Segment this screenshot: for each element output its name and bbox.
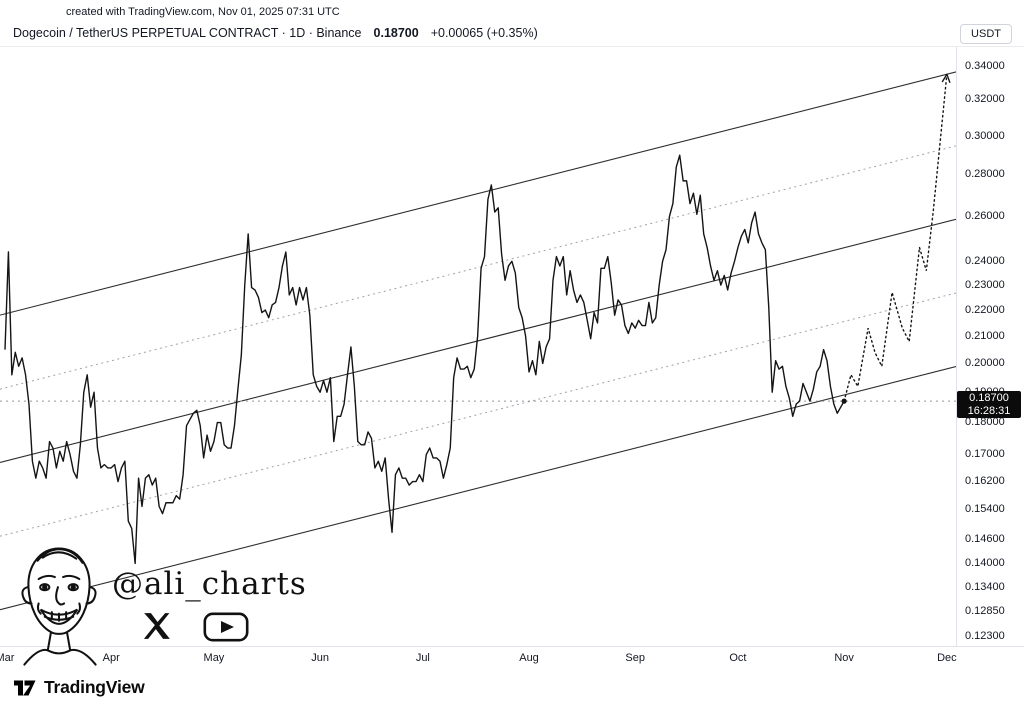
- time-axis-label: Sep: [625, 652, 645, 664]
- badge-countdown: 16:28:31: [967, 404, 1011, 417]
- last-price-badge: 0.18700 16:28:31: [957, 391, 1021, 419]
- price-axis-label: 0.14000: [965, 556, 1005, 569]
- watermark-handle: @ali_charts: [112, 566, 307, 602]
- time-axis-label: Dec: [937, 652, 957, 664]
- price-axis-label: 0.22000: [965, 303, 1005, 316]
- price-axis-label: 0.24000: [965, 254, 1005, 267]
- price-axis-label: 0.34000: [965, 59, 1005, 72]
- price-axis-label: 0.12850: [965, 604, 1005, 617]
- tradingview-logo-icon: [14, 680, 36, 696]
- price-axis-label: 0.16200: [965, 475, 1005, 488]
- price-axis-label: 0.13400: [965, 581, 1005, 594]
- chart-pane[interactable]: [0, 46, 956, 647]
- currency-toggle-button[interactable]: USDT: [960, 24, 1012, 44]
- price-chart-canvas[interactable]: [0, 47, 956, 647]
- price-axis-label: 0.23000: [965, 278, 1005, 291]
- header-last-price: 0.18700: [373, 26, 419, 40]
- tradingview-brand-text: TradingView: [44, 677, 145, 697]
- chart-header: Dogecoin / TetherUS PERPETUAL CONTRACT ·…: [13, 26, 538, 40]
- time-axis-label: Jul: [415, 652, 430, 664]
- projection-path[interactable]: [843, 73, 948, 402]
- channel-line-upper[interactable]: [0, 71, 956, 316]
- footer-brand[interactable]: TradingView: [12, 675, 145, 700]
- price-axis-label: 0.18000: [965, 416, 1005, 429]
- time-axis-label: Aug: [519, 652, 539, 664]
- time-axis-label: Mar: [0, 652, 15, 664]
- x-twitter-icon: [143, 613, 170, 639]
- price-axis-label: 0.12300: [965, 629, 1005, 642]
- channel-line-upper-quartile[interactable]: [0, 145, 956, 390]
- time-axis-label: Nov: [834, 652, 854, 664]
- symbol-title[interactable]: Dogecoin / TetherUS PERPETUAL CONTRACT ·…: [13, 26, 362, 40]
- channel-line-median[interactable]: [0, 218, 956, 464]
- price-axis-label: 0.32000: [965, 93, 1005, 106]
- price-axis-label: 0.14600: [965, 533, 1005, 546]
- price-axis-label: 0.21000: [965, 329, 1005, 342]
- channel-line-lower[interactable]: [0, 365, 956, 611]
- price-axis-label: 0.28000: [965, 168, 1005, 181]
- youtube-icon: [203, 612, 249, 642]
- projection-arrowhead: [941, 73, 948, 83]
- projection-arrowhead: [946, 74, 951, 83]
- ali-face-drawing: [21, 547, 97, 666]
- time-axis-label: May: [203, 652, 225, 664]
- time-axis[interactable]: Mar Apr May Jun Jul Aug Sep Oct Nov Dec: [0, 646, 1024, 673]
- header-price-change: +0.00065 (+0.35%): [430, 26, 538, 40]
- price-axis-label: 0.15400: [965, 503, 1005, 516]
- price-axis-label: 0.20000: [965, 356, 1005, 369]
- price-axis-label: 0.30000: [965, 129, 1005, 142]
- price-line-series[interactable]: [4, 154, 845, 565]
- time-axis-label: Oct: [729, 652, 747, 664]
- badge-price: 0.18700: [969, 392, 1009, 405]
- price-axis-label: 0.26000: [965, 209, 1005, 222]
- price-axis[interactable]: 0.34000 0.32000 0.30000 0.28000 0.26000 0.240…: [956, 46, 1024, 647]
- time-axis-label: Jun: [311, 652, 329, 664]
- attribution-text: created with TradingView.com, Nov 01, 20…: [66, 6, 340, 18]
- price-axis-label: 0.17000: [965, 448, 1005, 461]
- time-axis-label: Apr: [102, 652, 120, 664]
